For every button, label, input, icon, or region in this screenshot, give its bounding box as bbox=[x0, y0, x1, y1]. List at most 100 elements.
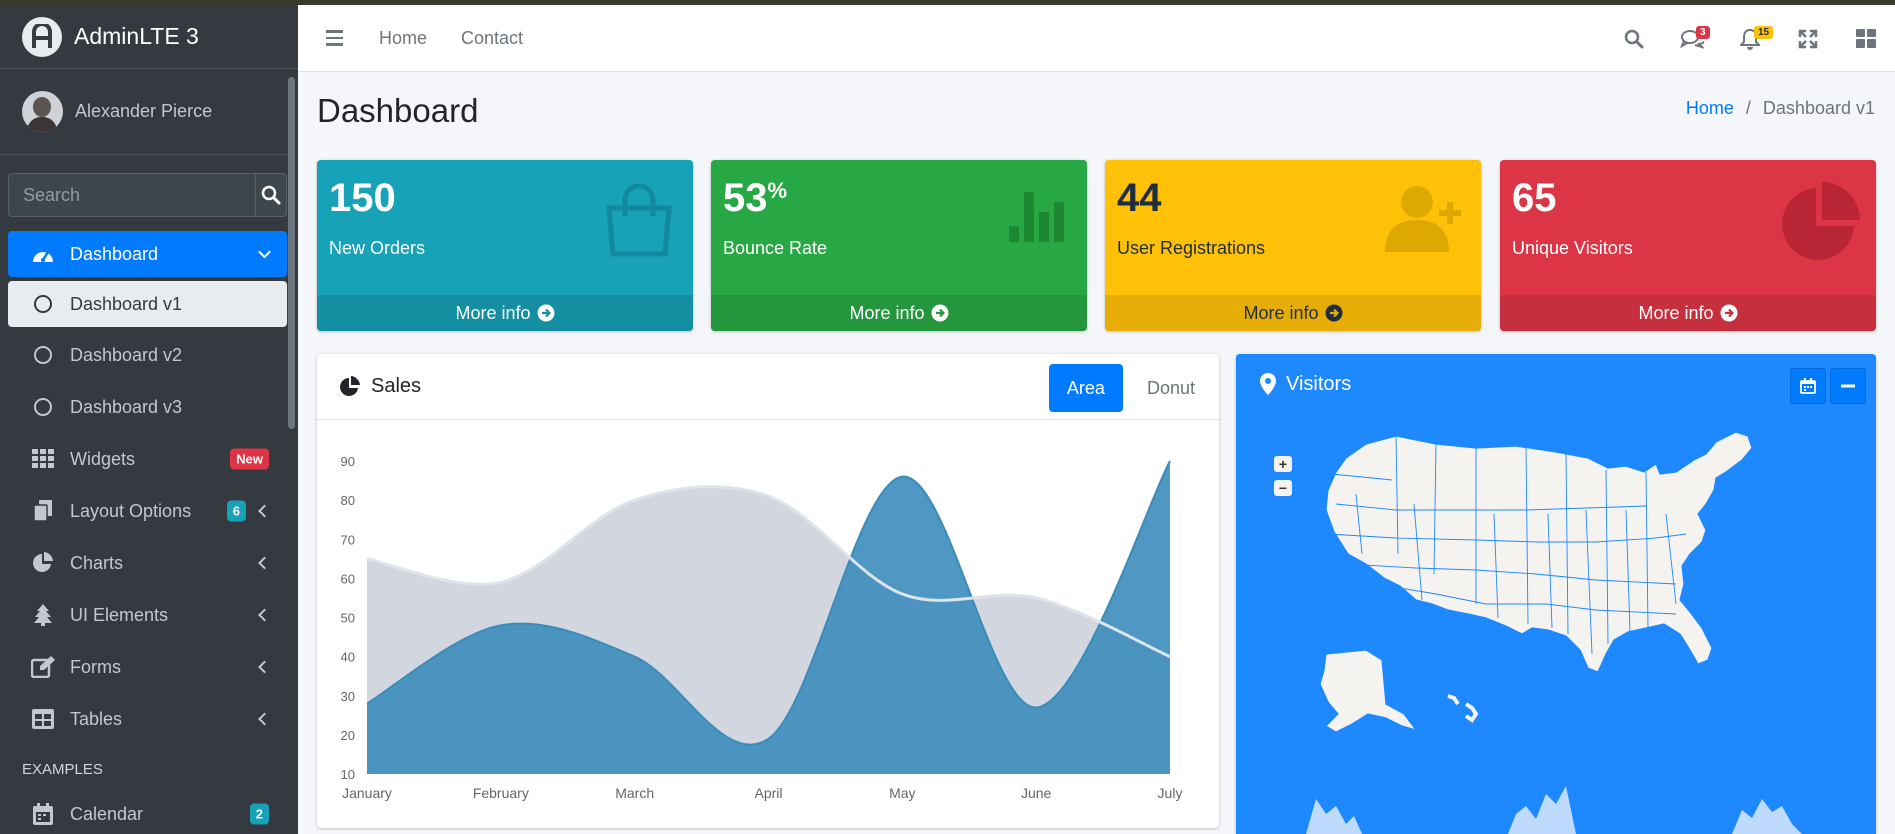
x-tick-label: April bbox=[754, 785, 782, 801]
top-navbar: Home Contact 3 15 bbox=[298, 5, 1895, 72]
usa-map[interactable] bbox=[1236, 414, 1876, 834]
x-tick-label: May bbox=[889, 785, 915, 801]
sidebar-item-layout-options[interactable]: Layout Options 6 bbox=[8, 487, 287, 535]
sidebar-item-dashboard[interactable]: Dashboard bbox=[8, 231, 287, 277]
more-info-link[interactable]: More info bbox=[711, 295, 1087, 331]
chevron-down-icon bbox=[258, 245, 271, 259]
sidebar-item-label: Tables bbox=[70, 708, 123, 729]
chevron-left-icon bbox=[258, 608, 271, 622]
chevron-left-icon bbox=[258, 660, 271, 674]
sidebar-search-button[interactable] bbox=[255, 173, 287, 217]
usa-mainland bbox=[1325, 431, 1753, 673]
sidebar-item-widgets[interactable]: Widgets New bbox=[8, 435, 287, 483]
messages-count-badge: 3 bbox=[1696, 26, 1710, 39]
map-zoom-in-button[interactable]: + bbox=[1274, 456, 1292, 472]
sidebar-item-label: Layout Options bbox=[70, 500, 192, 521]
sidebar-search-input[interactable] bbox=[8, 173, 255, 217]
x-tick-label: March bbox=[615, 785, 654, 801]
breadcrumb: Home / Dashboard v1 bbox=[1686, 98, 1875, 119]
expand-arrows-icon bbox=[1798, 29, 1818, 48]
sales-card-header: Sales Area Donut bbox=[317, 354, 1219, 420]
small-box-value: 150 bbox=[329, 176, 396, 220]
visitors-card-title: Visitors bbox=[1286, 372, 1352, 395]
sidebar-item-label: Calendar bbox=[70, 803, 144, 824]
tab-donut[interactable]: Donut bbox=[1146, 377, 1195, 398]
menu-toggle-icon[interactable] bbox=[326, 30, 343, 46]
tachometer-icon bbox=[30, 243, 56, 265]
more-info-link[interactable]: More info bbox=[1500, 295, 1876, 331]
sidebar-nav: Dashboard Dashboard v1 Dashboard v2 Dash… bbox=[8, 231, 287, 834]
navbar-search-button[interactable] bbox=[1605, 5, 1663, 72]
user-panel[interactable]: Alexander Pierce bbox=[0, 69, 288, 155]
sidebar-item-calendar[interactable]: Calendar 2 bbox=[8, 790, 287, 834]
breadcrumb-separator: / bbox=[1745, 98, 1751, 118]
small-box-new-orders: 150 New Orders More info bbox=[317, 160, 693, 331]
sidebar-item-charts[interactable]: Charts bbox=[8, 539, 287, 587]
y-tick-label: 30 bbox=[341, 689, 355, 704]
circle-icon bbox=[34, 346, 52, 364]
user-name[interactable]: Alexander Pierce bbox=[75, 101, 213, 121]
small-box-user-registrations: 44 User Registrations More info bbox=[1105, 160, 1481, 331]
sidebar-item-forms[interactable]: Forms bbox=[8, 643, 287, 691]
chevron-left-icon bbox=[258, 556, 271, 570]
fullscreen-button[interactable] bbox=[1779, 5, 1837, 72]
nav-link-contact[interactable]: Contact bbox=[461, 27, 524, 48]
nav-link-home[interactable]: Home bbox=[379, 27, 428, 48]
notifications-button[interactable]: 15 bbox=[1721, 5, 1779, 72]
map-marker-icon bbox=[1260, 373, 1276, 395]
sidebar-item-dashboard-v2[interactable]: Dashboard v2 bbox=[8, 331, 287, 379]
small-box-label: Bounce Rate bbox=[723, 238, 828, 258]
stats-bars-icon bbox=[1007, 182, 1071, 247]
sidebar-item-ui-elements[interactable]: UI Elements bbox=[8, 591, 287, 639]
sidebar-scrollbar[interactable] bbox=[288, 77, 295, 429]
map-zoom-out-button[interactable]: − bbox=[1274, 480, 1292, 496]
sidebar-item-label: Charts bbox=[70, 552, 124, 573]
navbar-right: 3 15 bbox=[1605, 5, 1895, 72]
x-tick-label: January bbox=[342, 785, 392, 801]
sidebar-item-label: Dashboard v1 bbox=[70, 293, 183, 314]
brand-logo-icon bbox=[22, 16, 62, 57]
user-avatar bbox=[22, 91, 63, 132]
messages-button[interactable]: 3 bbox=[1663, 5, 1721, 72]
sidebar-item-dashboard-v3[interactable]: Dashboard v3 bbox=[8, 383, 287, 431]
control-sidebar-button[interactable] bbox=[1837, 5, 1895, 72]
collapse-button[interactable] bbox=[1830, 368, 1866, 404]
alaska bbox=[1319, 649, 1418, 733]
sidebar-search bbox=[8, 173, 287, 217]
shopping-bag-icon bbox=[601, 182, 677, 263]
main-sidebar: AdminLTE 3 Alexander Pierce Dashboard Da… bbox=[0, 5, 298, 834]
new-badge: New bbox=[230, 448, 269, 470]
table-icon bbox=[30, 708, 56, 730]
sidebar-section-header: EXAMPLES bbox=[22, 761, 103, 778]
brand-link[interactable]: AdminLTE 3 bbox=[0, 5, 298, 69]
th-icon bbox=[30, 448, 56, 470]
hawaii bbox=[1447, 694, 1479, 723]
notifications-count-badge: 15 bbox=[1754, 26, 1774, 39]
sidebar-item-tables[interactable]: Tables bbox=[8, 695, 287, 743]
person-add-icon bbox=[1385, 182, 1465, 257]
y-tick-label: 70 bbox=[341, 532, 355, 547]
arrow-circle-right-icon bbox=[1325, 304, 1343, 322]
small-box-label: User Registrations bbox=[1117, 238, 1266, 258]
search-icon bbox=[261, 185, 281, 205]
sidebar-item-label: Widgets bbox=[70, 448, 136, 469]
circle-icon bbox=[34, 398, 52, 416]
sidebar-item-dashboard-v1[interactable]: Dashboard v1 bbox=[8, 281, 287, 327]
breadcrumb-home-link[interactable]: Home bbox=[1685, 98, 1734, 118]
more-info-link[interactable]: More info bbox=[317, 295, 693, 331]
calendar-icon bbox=[1800, 378, 1816, 394]
arrow-circle-right-icon bbox=[931, 304, 949, 322]
tab-area[interactable]: Area bbox=[1048, 364, 1123, 412]
sales-tabs: Area Donut bbox=[1048, 364, 1219, 412]
series-2-area bbox=[367, 461, 1170, 774]
small-box-bounce-rate: 53% Bounce Rate More info bbox=[711, 160, 1087, 331]
sidebar-item-label: Dashboard v3 bbox=[70, 396, 183, 417]
small-box-unique-visitors: 65 Unique Visitors More info bbox=[1500, 160, 1876, 331]
search-icon bbox=[1624, 29, 1644, 48]
chevron-left-icon bbox=[258, 712, 271, 726]
copy-icon bbox=[30, 500, 56, 522]
y-tick-label: 90 bbox=[341, 454, 355, 469]
daterange-button[interactable] bbox=[1790, 368, 1826, 404]
more-info-link[interactable]: More info bbox=[1105, 295, 1481, 331]
sales-card: Sales Area Donut 10 20 30 40 50 60 70 80 90 Janua… bbox=[317, 354, 1219, 828]
